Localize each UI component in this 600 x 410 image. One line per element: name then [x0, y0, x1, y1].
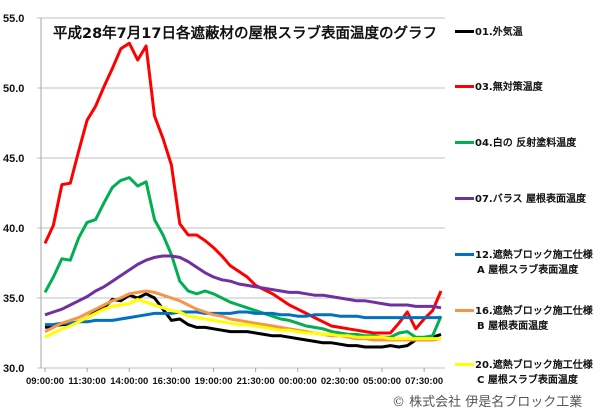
x-tick-label: 14:00:00 — [110, 376, 148, 387]
legend-swatch — [455, 196, 474, 200]
legend-label: 03.無対策温度 — [475, 82, 543, 93]
y-tick-label: 45.0 — [3, 153, 24, 165]
x-tick-label: 09:00:00 — [26, 376, 64, 387]
series-line-2 — [43, 41, 443, 335]
series-line-4 — [44, 254, 442, 317]
y-axis: 30.0 35.0 40.0 45.0 50.0 55.0 — [3, 13, 42, 375]
y-tick-label: 50.0 — [3, 83, 24, 95]
legend-swatch — [455, 252, 474, 256]
x-tick-label: 21:30:00 — [237, 376, 275, 387]
copyright-text: © 株式会社 伊是名ブロック工業 — [392, 395, 583, 410]
chart-title: 平成28年7月17日各遮蔽材の屋根スラブ表面温度のグラフ — [53, 24, 437, 42]
legend-label: 04.白の 反射塗料温度 — [475, 138, 577, 149]
legend-label: 16.遮熱ブロック施工仕様 — [475, 306, 593, 317]
legend-swatch — [455, 140, 474, 144]
legend-swatch — [455, 29, 474, 33]
y-tick-label: 40.0 — [3, 223, 24, 235]
legend-item: 20.遮熱ブロック施工仕様 C 屋根スラブ表面温度 — [455, 358, 593, 388]
x-tick-label: 05:00:00 — [363, 376, 401, 387]
legend-item: 16.遮熱ブロック施工仕様 B 屋根表面温度 — [455, 304, 593, 334]
legend-label: 07.バラス 屋根表面温度 — [475, 194, 586, 205]
x-tick-label: 11:30:00 — [68, 376, 106, 387]
y-tick-label: 35.0 — [3, 293, 24, 305]
legend-item: 04.白の 反射塗料温度 — [455, 136, 576, 151]
series-lines — [43, 41, 443, 349]
x-tick-label: 16:30:00 — [152, 376, 190, 387]
y-tick-label: 30.0 — [3, 363, 24, 375]
legend-item: 01.外気温 — [455, 25, 523, 40]
legend-label-line2: A 屋根スラブ表面温度 — [477, 265, 579, 276]
legend-label-line2: B 屋根表面温度 — [477, 321, 549, 332]
x-tick-label: 02:30:00 — [321, 376, 359, 387]
x-tick-label: 07:30:00 — [405, 376, 443, 387]
x-tick-label: 19:00:00 — [194, 376, 232, 387]
legend-label-line2: C 屋根スラブ表面温度 — [477, 375, 578, 386]
x-tick-label: 00:00:00 — [279, 376, 317, 387]
series-line-7 — [44, 297, 441, 341]
legend-swatch — [455, 362, 474, 366]
x-axis: 09:00:00 11:30:00 14:00:00 16:30:00 19:00:00… — [26, 368, 443, 387]
legend-label: 01.外気温 — [475, 27, 523, 38]
legend: 01.外気温 03.無対策温度 04.白の 反射塗料温度 07.バラス 屋根表面温度 1… — [455, 0, 600, 386]
legend-swatch — [455, 308, 474, 312]
legend-item: 03.無対策温度 — [455, 80, 543, 95]
legend-swatch — [455, 84, 474, 88]
series-line-5 — [45, 310, 441, 327]
series-line-6 — [44, 289, 442, 342]
legend-label: 12.遮熱ブロック施工仕様 — [475, 250, 593, 261]
legend-label: 20.遮熱ブロック施工仕様 — [475, 360, 593, 371]
legend-item: 07.バラス 屋根表面温度 — [455, 192, 586, 207]
gridlines — [37, 17, 445, 369]
y-tick-label: 55.0 — [3, 13, 24, 25]
legend-item: 12.遮熱ブロック施工仕様 A 屋根スラブ表面温度 — [455, 248, 593, 278]
